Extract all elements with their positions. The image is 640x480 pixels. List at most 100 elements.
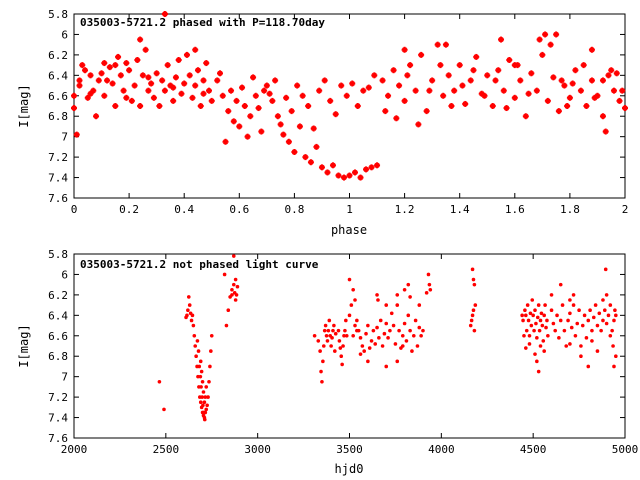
unphased-data-point: [599, 328, 603, 333]
unphased-data-point: [186, 308, 190, 313]
unphased-data-point: [197, 364, 202, 369]
phased-data-point: [349, 80, 356, 87]
unphased-data-point: [579, 354, 583, 359]
unphased-data-point: [355, 318, 359, 323]
phased-data-point: [283, 94, 290, 101]
phased-data-point: [258, 128, 265, 135]
unphased-y-tick-label: 6.8: [48, 350, 68, 363]
phased-data-point: [250, 74, 257, 81]
unphased-data-point: [327, 318, 332, 323]
unphased-data-point: [564, 344, 569, 348]
phased-data-point: [357, 174, 364, 181]
unphased-data-point: [231, 254, 236, 258]
unphased-data-point: [573, 333, 578, 338]
phased-data-point: [401, 97, 408, 104]
unphased-data-point: [395, 293, 400, 297]
unphased-data-point: [344, 318, 348, 323]
unphased-data-point: [602, 308, 607, 313]
unphased-data-point: [208, 364, 212, 369]
phased-data-point: [192, 82, 199, 89]
phased-data-point: [335, 172, 342, 179]
unphased-y-tick-label: 6.2: [48, 289, 68, 302]
phased-data-point: [418, 51, 425, 58]
phased-data-point: [120, 87, 127, 94]
unphased-data-point: [538, 344, 543, 348]
unphased-data-point: [571, 293, 576, 297]
unphased-data-point: [209, 349, 213, 353]
unphased-data-point: [371, 328, 376, 333]
unphased-y-tick-label: 6.4: [48, 309, 68, 322]
phased-data-point: [354, 103, 361, 109]
unphased-data-point: [604, 321, 609, 326]
phased-data-point: [318, 164, 325, 171]
phased-x-tick-label: 1: [346, 203, 353, 216]
unphased-data-point: [536, 303, 541, 307]
unphased-x-tick-label: 5000: [612, 443, 639, 456]
unphased-data-point: [426, 272, 431, 277]
phased-data-point: [564, 103, 571, 109]
unphased-data-point: [322, 328, 327, 333]
phased-data-point: [244, 133, 251, 140]
phased-data-point: [79, 62, 86, 69]
phased-x-tick-label: 2: [622, 203, 629, 216]
unphased-data-point: [347, 277, 352, 282]
unphased-data-point: [568, 298, 572, 302]
unphased-data-point: [424, 291, 429, 295]
unphased-data-point: [406, 313, 411, 318]
phased-data-point: [583, 103, 590, 109]
unphased-data-point: [347, 313, 352, 318]
phased-data-point: [588, 46, 595, 53]
phased-data-point: [324, 169, 331, 176]
phased-y-tick-label: 7.6: [48, 192, 68, 205]
phased-data-point: [170, 97, 177, 104]
unphased-data-point: [200, 395, 204, 399]
unphased-data-point: [353, 298, 357, 302]
unphased-data-point: [391, 323, 396, 328]
unphased-data-point: [586, 318, 591, 323]
phased-data-point: [236, 123, 243, 130]
unphased-data-point: [344, 333, 349, 338]
unphased-data-point: [542, 313, 546, 318]
phased-data-point: [134, 57, 141, 63]
unphased-data-point: [201, 390, 206, 394]
phased-data-point: [368, 164, 375, 171]
phased-data-point: [329, 162, 336, 169]
unphased-data-point: [529, 323, 534, 328]
phased-data-point: [142, 46, 149, 53]
phased-data-point: [489, 103, 496, 109]
unphased-data-point: [582, 313, 587, 318]
unphased-data-point: [384, 321, 389, 326]
unphased-data-point: [590, 339, 594, 343]
unphased-data-point: [393, 342, 398, 346]
unphased-data-point: [351, 333, 355, 338]
unphased-data-point: [527, 342, 532, 346]
unphased-y-tick-label: 6.6: [48, 330, 68, 343]
phased-data-point: [150, 94, 157, 101]
unphased-data-point: [341, 344, 345, 348]
unphased-data-point: [520, 313, 524, 318]
unphased-data-point: [421, 328, 425, 333]
unphased-data-point: [604, 293, 609, 297]
phased-data-point: [131, 82, 138, 89]
unphased-data-point: [614, 313, 618, 318]
phased-data-point: [470, 67, 477, 74]
phased-data-point: [200, 90, 207, 97]
unphased-data-point: [597, 311, 602, 316]
phased-data-point: [553, 31, 560, 38]
unphased-data-point: [566, 318, 570, 323]
phased-data-point: [511, 94, 518, 101]
unphased-y-tick-label: 7.6: [48, 432, 68, 445]
unphased-data-point: [610, 328, 614, 333]
unphased-data-point: [524, 346, 528, 350]
unphased-data-point: [205, 403, 209, 408]
phased-data-point: [200, 77, 207, 84]
unphased-data-point: [337, 339, 342, 343]
phased-data-point: [203, 60, 210, 67]
phased-data-point: [608, 67, 615, 74]
unphased-x-tick-label: 4500: [520, 443, 547, 456]
unphased-data-point: [233, 298, 238, 302]
phased-data-point: [619, 87, 626, 94]
phased-data-point: [109, 80, 116, 87]
phased-data-point: [123, 94, 130, 101]
